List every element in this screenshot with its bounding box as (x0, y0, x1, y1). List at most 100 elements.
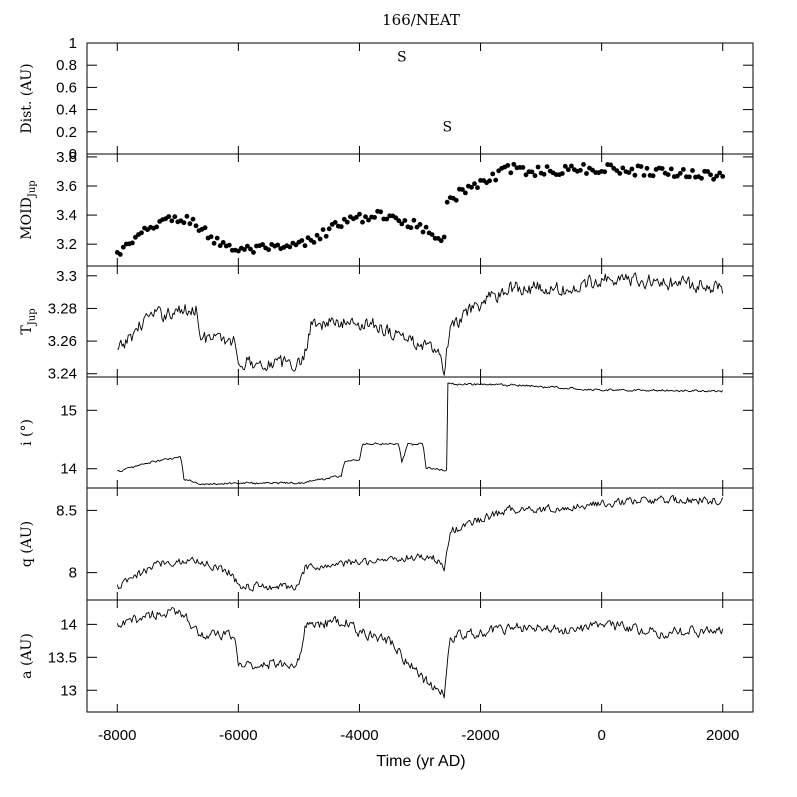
data-point (505, 163, 511, 168)
x-axis-label: Time (yr AD) (376, 753, 465, 770)
y-tick-label: 3.6 (56, 178, 77, 195)
data-point (287, 244, 293, 250)
data-point (535, 164, 541, 170)
data-point (614, 168, 620, 174)
x-tick-label: -8000 (98, 727, 136, 744)
data-point (393, 215, 399, 221)
data-point (311, 240, 317, 245)
data-point (717, 170, 723, 176)
series-line-a (116, 607, 724, 699)
data-point (169, 218, 175, 224)
data-point (172, 214, 178, 220)
y-tick-label: 1 (69, 35, 77, 52)
panel-moid: 3.2 3.4 3.6 3.8 MOIDJup (19, 149, 754, 267)
data-point (617, 171, 623, 176)
data-point (202, 225, 208, 231)
data-point (384, 216, 390, 222)
data-point (120, 244, 126, 250)
panel-frame (86, 153, 754, 267)
data-point (650, 173, 656, 179)
y-tick-label: 13 (60, 682, 77, 699)
data-point (320, 227, 326, 233)
data-point (532, 173, 538, 179)
data-point (562, 163, 568, 169)
data-point (520, 165, 526, 170)
data-point (299, 238, 305, 243)
data-point (372, 215, 377, 220)
data-point (220, 240, 226, 245)
data-point (469, 184, 474, 190)
data-point (472, 181, 477, 187)
data-point (711, 176, 716, 182)
data-point (641, 173, 647, 178)
data-point (584, 171, 589, 176)
data-point (242, 247, 247, 252)
x-tick-label: -6000 (219, 727, 257, 744)
data-point (453, 197, 459, 203)
panel-frame (86, 599, 754, 713)
y-tick-label: 0.6 (56, 79, 77, 96)
data-point (632, 172, 638, 178)
data-point (438, 238, 444, 244)
y-tick-label: 3.8 (56, 149, 77, 166)
data-point (629, 166, 635, 172)
data-point (214, 235, 220, 241)
data-point (620, 165, 626, 171)
close-approach-marker: S (397, 49, 407, 65)
data-point (665, 172, 671, 178)
data-point (402, 218, 408, 223)
data-point (117, 252, 123, 257)
data-point (690, 168, 695, 173)
data-point (314, 232, 320, 238)
data-point (559, 171, 565, 176)
y-tick-label: 3.3 (56, 268, 77, 285)
data-point (130, 240, 135, 246)
data-point (260, 242, 265, 247)
data-point (602, 169, 608, 175)
y-tick-label: 14 (60, 461, 77, 478)
data-point (245, 243, 250, 249)
data-point (266, 247, 271, 253)
data-point (411, 217, 417, 223)
data-point (341, 216, 347, 222)
data-point (399, 221, 405, 227)
data-point (332, 220, 338, 225)
x-tick-label: 2000 (706, 727, 739, 744)
data-point (441, 234, 447, 240)
data-point (217, 243, 223, 249)
data-point (236, 248, 241, 254)
data-point (705, 169, 710, 174)
data-point (444, 199, 450, 205)
x-tick-label: 0 (597, 727, 605, 744)
y-axis-label: a (AU) (19, 633, 35, 679)
panel-incl: 14 15 i (°) (19, 376, 754, 489)
data-point (668, 166, 674, 172)
panel-a: 13 13.5 14 a (AU) (19, 599, 754, 713)
data-point (275, 242, 281, 248)
data-point (211, 240, 217, 246)
data-point (226, 242, 232, 248)
data-point (133, 234, 138, 240)
y-axis-label: MOIDJup (19, 180, 38, 239)
y-axis-label: q (AU) (19, 521, 35, 567)
data-point (626, 170, 632, 176)
data-point (363, 214, 368, 220)
y-tick-label: 8.5 (56, 502, 77, 519)
data-point (187, 221, 193, 227)
panel-q: 8 8.5 q (AU) (19, 487, 754, 601)
y-axis-label: Dist. (AU) (19, 63, 35, 133)
data-point (181, 220, 187, 226)
data-point (317, 236, 323, 242)
data-point (569, 163, 574, 169)
data-point (508, 170, 514, 176)
data-point (638, 164, 644, 169)
series-line-tjup (117, 272, 724, 376)
data-point (408, 225, 414, 231)
data-point (541, 171, 547, 177)
data-point (523, 172, 529, 178)
data-point (378, 209, 383, 215)
data-point (463, 190, 468, 196)
y-tick-label: 14 (60, 616, 77, 633)
data-point (417, 222, 423, 227)
